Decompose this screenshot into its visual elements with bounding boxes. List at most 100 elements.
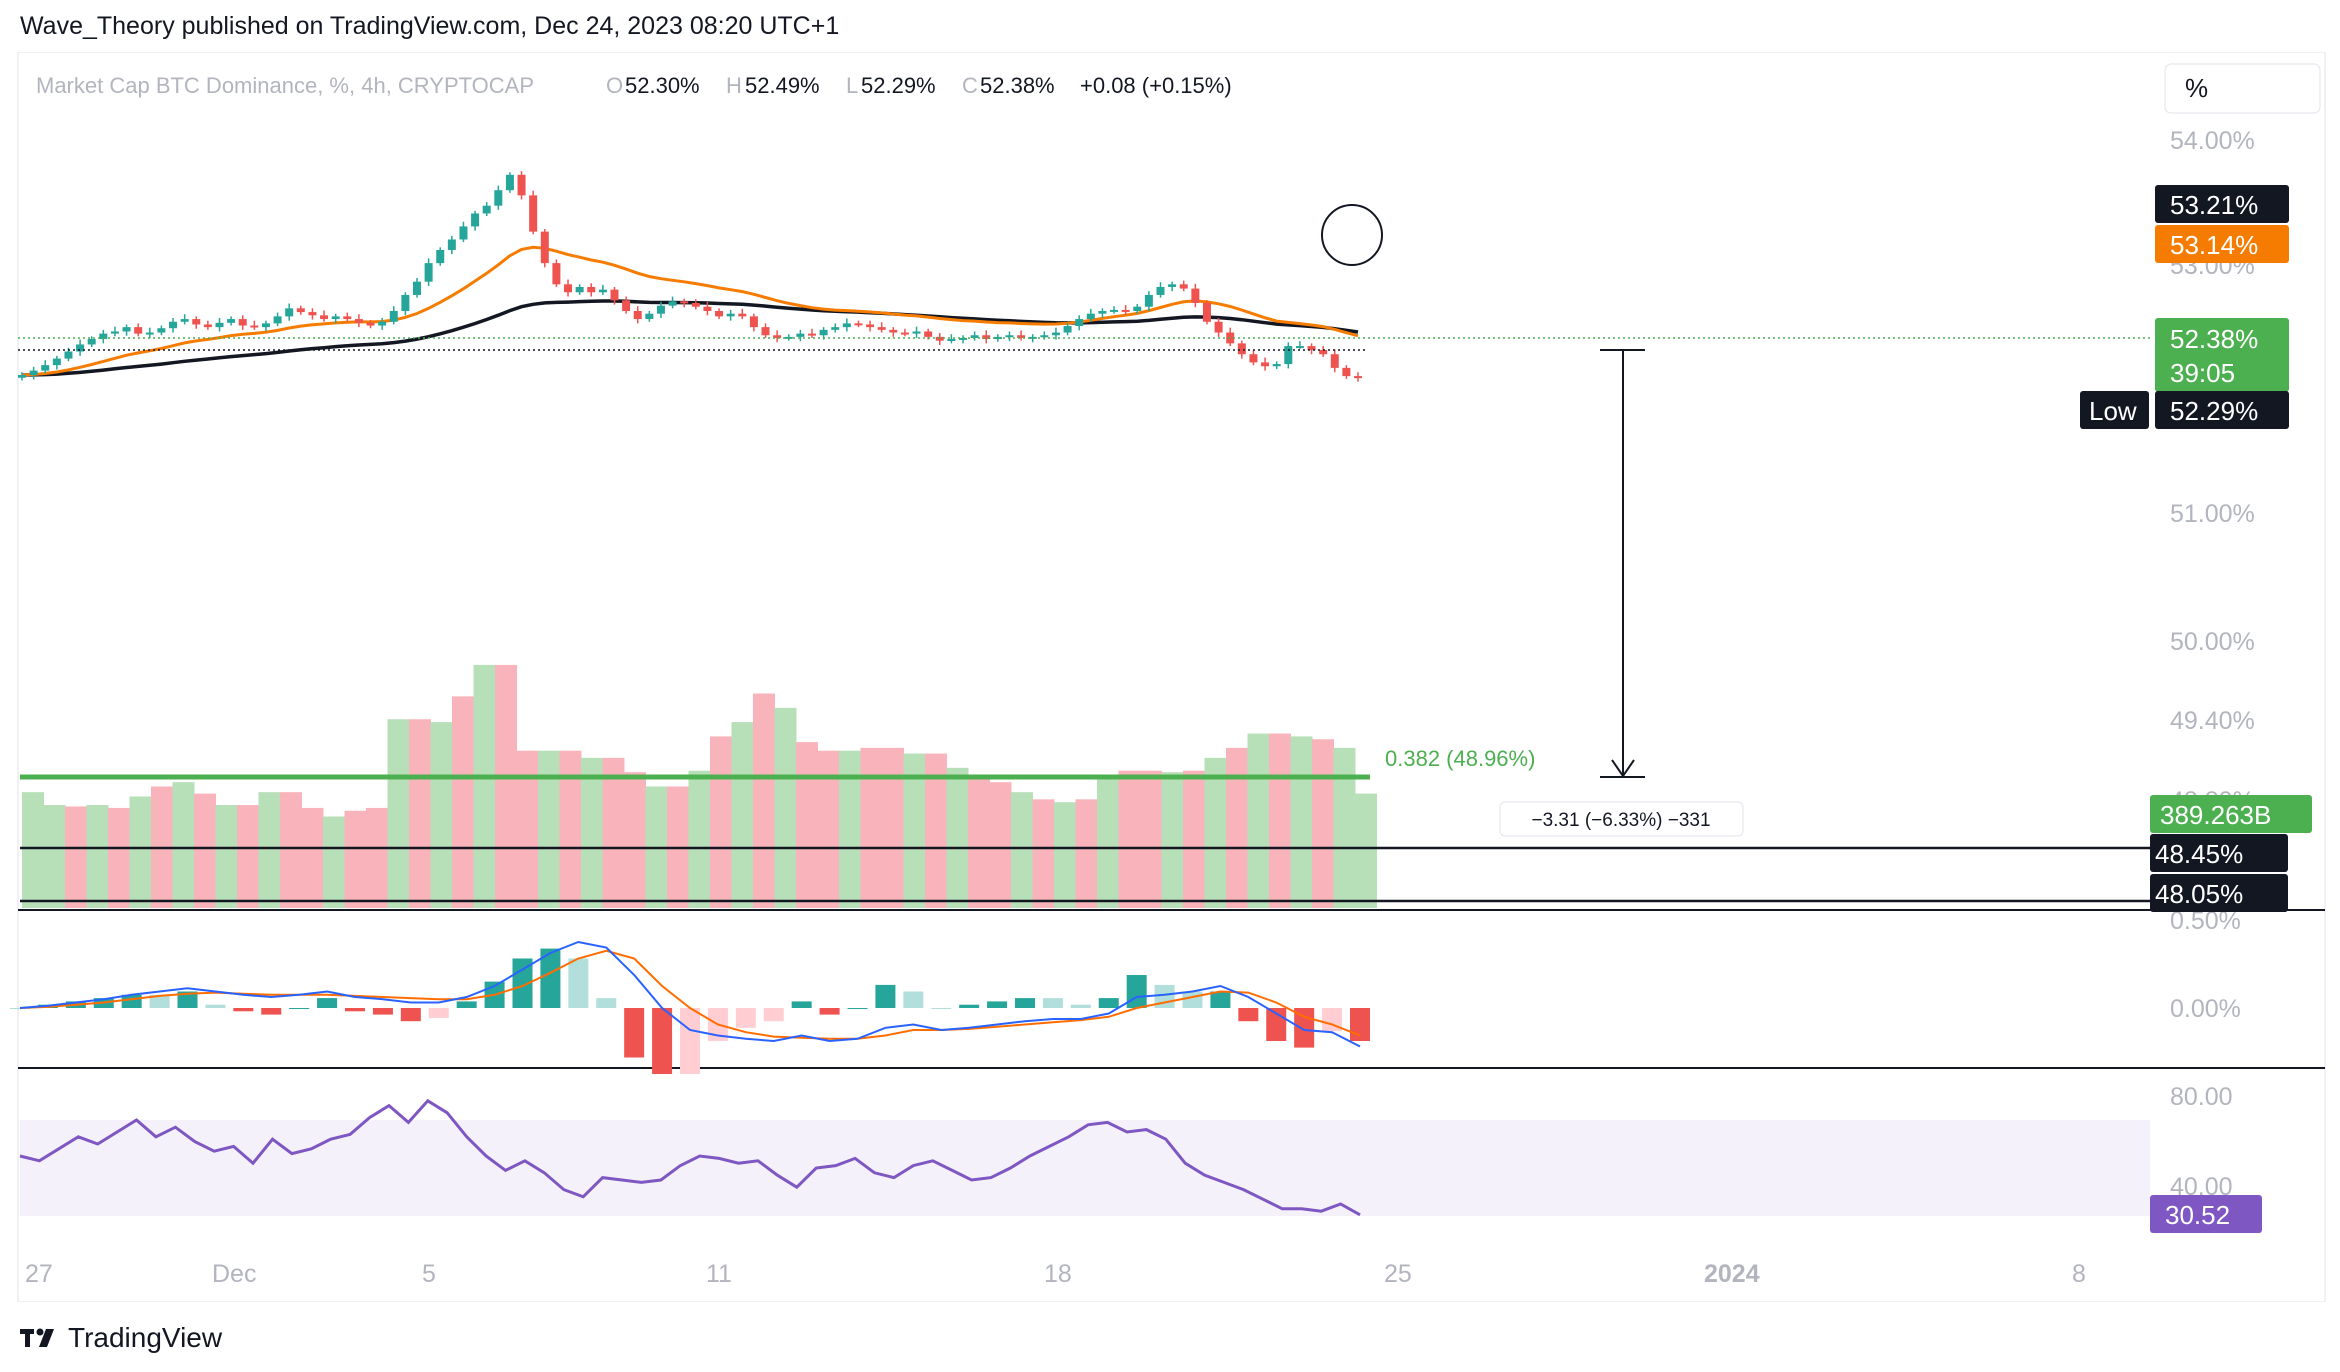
macd-histogram-bar [1042, 998, 1063, 1008]
candle-body [238, 319, 247, 326]
candle-body [633, 311, 642, 320]
candle-body [807, 333, 816, 336]
volume-profile-bar [409, 719, 431, 908]
ema-fast-line [21, 245, 1359, 377]
volume-profile-bar [473, 664, 496, 908]
candle-body [308, 312, 317, 316]
measure-label: −3.31 (−6.33%) −331 [1531, 810, 1710, 831]
candle-body [668, 301, 677, 306]
volume-profile-bar [882, 747, 904, 908]
macd-histogram-bar [680, 1008, 700, 1074]
volume-profile-bar [1054, 802, 1076, 908]
candle-body [540, 231, 549, 264]
volume-profile-bar [1183, 770, 1205, 908]
volume-profile-bar [301, 807, 324, 908]
volume-profile-bar [86, 805, 109, 908]
time-axis[interactable]: 27 Dec 5 11 18 25 2024 8 [25, 1260, 2086, 1288]
macd-lines [19, 940, 1361, 1048]
candle-body [18, 375, 26, 378]
volume-profile-bar [624, 772, 646, 908]
candle-body [145, 332, 154, 335]
candle-body [1110, 309, 1119, 312]
candle-body [366, 322, 375, 326]
candle-body [1133, 306, 1142, 312]
candle-body [703, 306, 712, 312]
candle-body [715, 311, 724, 317]
candle-body [52, 358, 61, 366]
candle-body [471, 213, 480, 227]
candle-body [1284, 346, 1293, 365]
volume-profile-bar [108, 807, 130, 908]
candle-body [691, 302, 700, 307]
legend-l-label: L [846, 73, 858, 98]
candle-body [993, 336, 1002, 340]
badge-low-text: 52.29% [2170, 396, 2258, 426]
chart-canvas[interactable]: 0.382 (48.96%) −3.31 (−6.33%) −331 Marke… [0, 52, 2340, 1302]
volume-profile-bar [129, 796, 152, 908]
candle-body [459, 226, 468, 240]
volume-profile-bar [65, 806, 87, 908]
candle-body [1319, 349, 1328, 355]
time-axis-tick: 18 [1044, 1260, 1072, 1288]
tradingview-mark-icon [20, 1328, 54, 1347]
legend-title: Market Cap BTC Dominance, %, 4h, CRYPTOC… [36, 73, 534, 98]
time-axis-tick: Dec [212, 1260, 256, 1288]
macd-histogram-bar [1126, 975, 1147, 1008]
macd-histogram-bar [652, 1008, 673, 1074]
candle-body [1226, 332, 1235, 344]
candle-body [982, 335, 991, 340]
tradingview-brand: TradingView [68, 1322, 223, 1353]
volume-profile-bar [989, 782, 1012, 908]
volume-profile-bar [796, 742, 818, 908]
volume-profile-bar [1075, 799, 1098, 908]
candle-body [935, 336, 944, 341]
ema-slow-line [21, 299, 1359, 377]
volume-profile-bar [215, 805, 238, 908]
badge-rsi [2150, 1195, 2262, 1233]
price-axis[interactable]: 54.00%53.00%51.00%50.00%49.40%48.80%0.50… [2170, 127, 2255, 1201]
candle-body [320, 315, 329, 320]
candle-body [41, 365, 50, 371]
macd-histogram-bar [1210, 991, 1231, 1008]
macd-histogram-bar [456, 1001, 477, 1008]
macd-histogram-bar [568, 958, 589, 1008]
candle-body [203, 324, 212, 328]
volume-profile-bar [1118, 770, 1141, 908]
candle-body [1237, 343, 1246, 355]
legend-h-value: 52.49% [745, 73, 820, 98]
scale-mode-button[interactable] [2164, 63, 2321, 114]
volume-profile-bar [452, 696, 474, 908]
badge-ema-fast [2155, 225, 2289, 263]
volume-profile-bar [1269, 733, 1291, 908]
candle-body [505, 174, 514, 191]
candle-body [436, 249, 445, 264]
candle-body [773, 335, 782, 338]
macd-histogram-bar [177, 991, 198, 1008]
price-axis-tick: 49.40% [2170, 707, 2255, 735]
volume-profile-bar [968, 776, 990, 908]
tradingview-logo[interactable]: TradingView [20, 1322, 222, 1354]
candle-body [842, 323, 851, 328]
candle-body [1272, 364, 1281, 367]
volume-profile [22, 664, 1377, 908]
candle-body [401, 294, 410, 312]
candle-body [1156, 286, 1165, 295]
volume-profile-bar [1097, 779, 1119, 908]
candle-body [169, 321, 178, 329]
volume-profile-bar [602, 757, 625, 908]
volume-profile-bar [581, 757, 603, 908]
macd-histogram-bar [875, 984, 896, 1008]
candle-series [18, 171, 1362, 382]
badge-ema-slow [2155, 185, 2289, 223]
candle-body [924, 331, 933, 337]
volume-profile-bar [387, 719, 410, 908]
badge-volume-text: 389.263B [2160, 800, 2271, 830]
candle-body [424, 263, 433, 282]
candle-body [1295, 346, 1304, 349]
rsi-path [19, 1098, 1361, 1217]
candle-body [738, 313, 747, 317]
time-axis-tick: 5 [422, 1260, 436, 1288]
badge-low [2155, 391, 2289, 429]
volume-profile-bar [753, 693, 775, 908]
candle-body [680, 301, 689, 304]
